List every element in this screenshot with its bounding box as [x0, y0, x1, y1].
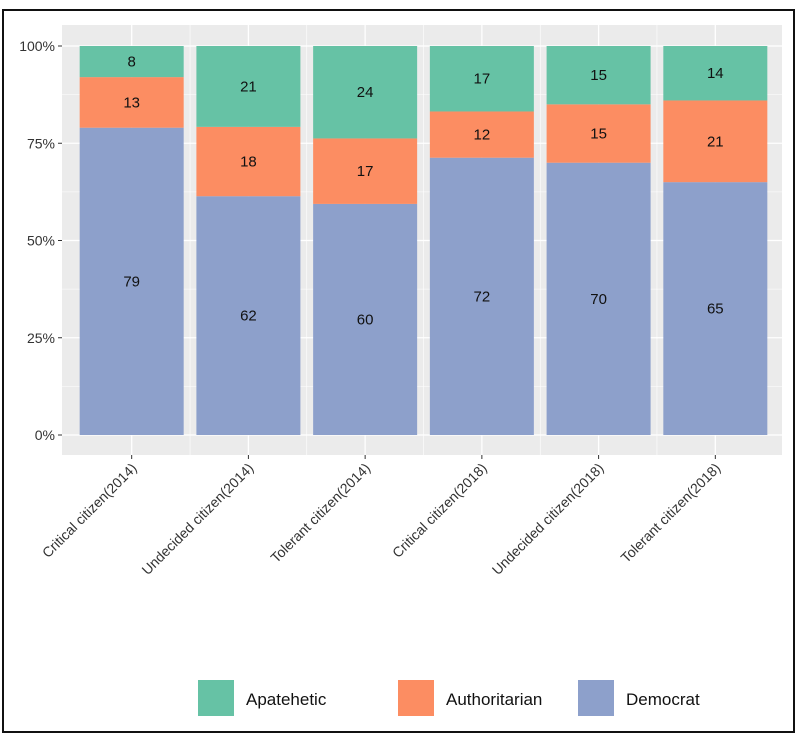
- data-label: 70: [590, 291, 607, 308]
- legend-key-authoritarian: [398, 680, 434, 716]
- x-tick-label: Tolerant citizen(2014): [267, 460, 373, 566]
- data-label: 12: [474, 127, 491, 144]
- legend-label: Democrat: [626, 690, 700, 709]
- bar-segment-authoritarian: [546, 104, 651, 163]
- y-tick-label: 75%: [27, 135, 55, 151]
- data-label: 14: [707, 65, 724, 82]
- legend-key-democrat: [578, 680, 614, 716]
- data-label: 15: [590, 126, 607, 143]
- bar-segment-democrat: [196, 196, 301, 435]
- bar-segment-democrat: [313, 203, 418, 435]
- bar-segment-apatehetic: [429, 46, 534, 112]
- data-label: 21: [240, 78, 257, 95]
- data-label: 13: [123, 94, 140, 111]
- data-label: 72: [474, 288, 491, 305]
- bar-segment-democrat: [663, 182, 768, 435]
- bar-segment-apatehetic: [79, 46, 184, 78]
- x-tick-label: Tolerant citizen(2018): [617, 460, 723, 566]
- bar-segment-democrat: [429, 157, 534, 436]
- data-label: 8: [128, 54, 136, 71]
- data-label: 15: [590, 67, 607, 84]
- bar-segment-authoritarian: [313, 138, 418, 204]
- x-tick-label: Undecided citizen(2018): [489, 460, 607, 578]
- legend-label: Apatehetic: [246, 690, 327, 709]
- y-tick-label: 50%: [27, 233, 55, 249]
- data-label: 65: [707, 301, 724, 318]
- bar-segment-apatehetic: [663, 46, 768, 101]
- y-tick-label: 25%: [27, 330, 55, 346]
- data-label: 17: [474, 71, 491, 88]
- bar-segment-democrat: [79, 127, 184, 435]
- x-tick-label: Critical citizen(2018): [389, 460, 490, 561]
- data-label: 24: [357, 84, 374, 101]
- bar-segment-authoritarian: [663, 100, 768, 183]
- data-label: 18: [240, 154, 257, 171]
- legend-key-apatehetic: [198, 680, 234, 716]
- data-label: 60: [357, 311, 374, 328]
- legend-label: Authoritarian: [446, 690, 542, 709]
- chart-frame: [2, 9, 795, 733]
- x-tick-label: Critical citizen(2014): [39, 460, 140, 561]
- y-tick-label: 0%: [35, 427, 55, 443]
- bar-segment-authoritarian: [79, 77, 184, 128]
- data-label: 21: [707, 133, 724, 150]
- data-label: 79: [123, 273, 140, 290]
- data-label: 62: [240, 308, 257, 325]
- bar-segment-apatehetic: [196, 46, 301, 127]
- bar-segment-authoritarian: [196, 126, 301, 197]
- bar-segment-apatehetic: [313, 46, 418, 139]
- bar-segment-democrat: [546, 162, 651, 435]
- bar-segment-apatehetic: [546, 46, 651, 105]
- x-tick-label: Undecided citizen(2014): [138, 460, 256, 578]
- data-label: 17: [357, 163, 374, 180]
- bar-segment-authoritarian: [429, 111, 534, 158]
- y-tick-label: 100%: [19, 38, 55, 54]
